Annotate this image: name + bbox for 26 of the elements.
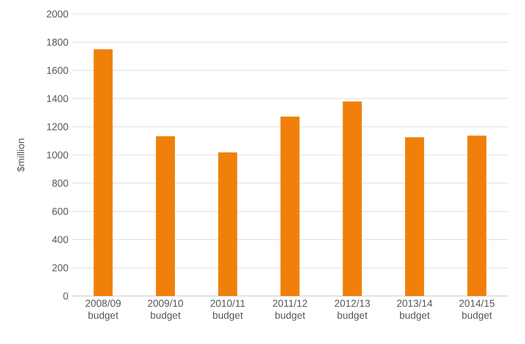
x-tick-label: 2008/09 budget <box>86 300 121 321</box>
y-tick-label: 200 <box>52 264 68 272</box>
x-tick-label: 2012/13 budget <box>334 300 370 321</box>
y-tick-label: 800 <box>52 180 68 187</box>
bar <box>467 136 486 296</box>
bar <box>405 137 424 296</box>
y-tick-label: 1800 <box>47 38 68 46</box>
x-tick-label: 2014/15 budget <box>459 300 494 321</box>
x-tick-label: 2010/11 budget <box>210 300 245 321</box>
y-tick-label: 600 <box>52 208 68 215</box>
x-tick-label: 2009/10 budget <box>148 300 184 321</box>
bar <box>342 102 362 296</box>
bar <box>280 116 300 296</box>
y-tick-label: 1600 <box>47 66 68 74</box>
bar <box>156 136 175 296</box>
y-tick-label: 2000 <box>46 10 68 18</box>
y-tick-label: 1200 <box>47 123 68 130</box>
bar <box>94 49 113 296</box>
bar <box>218 152 238 296</box>
y-tick-label: 1000 <box>47 151 68 159</box>
y-tick-label: 1400 <box>47 95 68 102</box>
y-axis-title: $million <box>16 138 25 172</box>
y-tick-label: 0 <box>63 292 68 300</box>
x-tick-label: 2013/14 budget <box>397 300 432 321</box>
x-tick-label: 2011/12 budget <box>272 300 308 321</box>
y-tick-label: 400 <box>52 236 68 244</box>
